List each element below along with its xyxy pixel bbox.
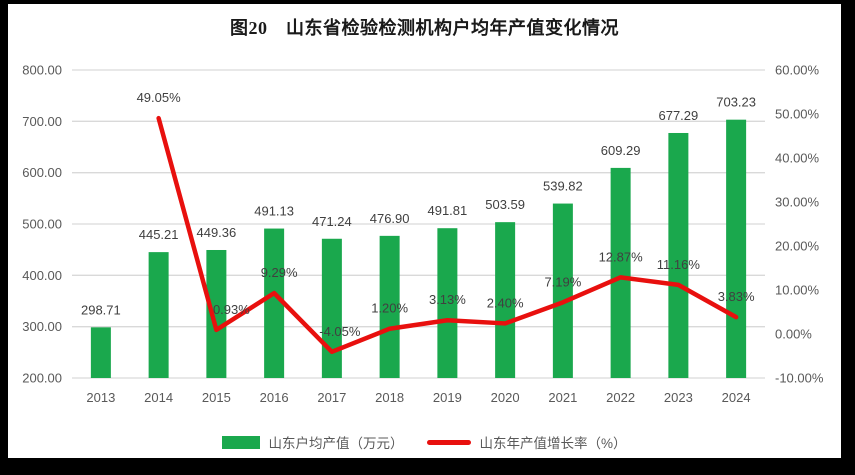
bar [495, 222, 516, 378]
left-axis-tick-label: 400.00 [22, 268, 62, 283]
bar [437, 228, 458, 378]
bar-value-label: 445.21 [139, 227, 179, 242]
bar [552, 203, 573, 378]
left-axis-tick-label: 800.00 [22, 63, 62, 78]
right-axis-tick-label: 30.00% [775, 195, 820, 210]
right-axis-tick-label: 40.00% [775, 151, 820, 166]
legend-item-line: 山东年产值增长率（%） [427, 432, 627, 452]
bar [206, 249, 227, 378]
legend-bar-label: 山东户均产值（万元） [268, 436, 404, 451]
bar [610, 167, 631, 378]
right-axis-tick-label: 50.00% [775, 107, 820, 122]
growth-point-label: 12.87% [599, 249, 644, 264]
bar-value-label: 677.29 [658, 108, 698, 123]
left-axis-tick-label: 300.00 [22, 319, 62, 334]
growth-point-label: 3.13% [429, 292, 466, 307]
x-axis-year-label: 2023 [664, 390, 693, 405]
bar [90, 327, 111, 378]
growth-point-label: 0.93% [213, 302, 250, 317]
left-axis-tick-label: 500.00 [22, 217, 62, 232]
legend: 山东户均产值（万元） 山东年产值增长率（%） [8, 432, 841, 452]
bar-value-label: 449.36 [196, 225, 236, 240]
left-axis-tick-label: 200.00 [22, 371, 62, 386]
bar-value-label: 491.13 [254, 204, 294, 219]
x-axis-year-label: 2015 [202, 390, 231, 405]
legend-item-bar: 山东户均产值（万元） [222, 432, 403, 452]
x-axis-year-label: 2016 [260, 390, 289, 405]
legend-line-label: 山东年产值增长率（%） [479, 436, 627, 451]
bar-value-label: 539.82 [543, 179, 583, 194]
left-axis-tick-label: 700.00 [22, 114, 62, 129]
x-axis-year-label: 2021 [548, 390, 577, 405]
x-axis-year-label: 2022 [606, 390, 635, 405]
right-axis-tick-label: 0.00% [775, 327, 812, 342]
bar-value-label: 298.71 [81, 302, 121, 317]
x-axis-year-label: 2017 [317, 390, 346, 405]
x-axis-year-label: 2014 [144, 390, 173, 405]
bar-value-label: 703.23 [716, 95, 756, 110]
growth-point-label: 49.05% [137, 90, 182, 105]
bar [321, 238, 342, 378]
bar [379, 235, 400, 378]
x-axis-year-label: 2024 [722, 390, 751, 405]
growth-point-label: 3.83% [718, 289, 755, 304]
x-axis-year-label: 2018 [375, 390, 404, 405]
right-axis-tick-label: 60.00% [775, 63, 820, 78]
legend-bar-swatch-icon [222, 435, 261, 449]
bar-value-label: 491.81 [427, 203, 467, 218]
left-axis-tick-label: 600.00 [22, 165, 62, 180]
growth-point-label: 2.40% [487, 295, 524, 310]
legend-line-swatch-icon [427, 439, 472, 445]
chart-title: 图20 山东省检验检测机构户均年产值变化情况 [230, 18, 619, 38]
growth-point-label: -4.05% [319, 324, 361, 339]
x-axis-year-label: 2019 [433, 390, 462, 405]
bar [726, 119, 747, 379]
growth-point-label: 7.19% [544, 274, 581, 289]
bar [668, 132, 689, 378]
plot-svg: 800.00 700.00 600.00 500.00 400.00 300.00 200.… [22, 63, 824, 406]
right-axis-tick-label: 20.00% [775, 239, 820, 254]
chart-canvas: 图20 山东省检验检测机构户均年产值变化情况 800.00 700.00 600.0… [8, 4, 841, 458]
growth-point-label: 11.16% [657, 257, 701, 272]
right-axis-tick-label: -10.00% [775, 371, 824, 386]
bar [264, 228, 285, 378]
growth-point-label: 9.29% [261, 265, 298, 280]
bar-value-label: 503.59 [485, 197, 525, 212]
x-axis-year-label: 2013 [86, 390, 115, 405]
bar-value-label: 476.90 [370, 211, 410, 226]
bar-value-label: 471.24 [312, 214, 352, 229]
bar [148, 252, 169, 378]
x-axis-year-label: 2020 [491, 390, 520, 405]
growth-line [156, 115, 739, 355]
right-axis-tick-label: 10.00% [775, 283, 820, 298]
bar-value-label: 609.29 [601, 143, 641, 158]
growth-point-label: 1.20% [371, 301, 408, 316]
